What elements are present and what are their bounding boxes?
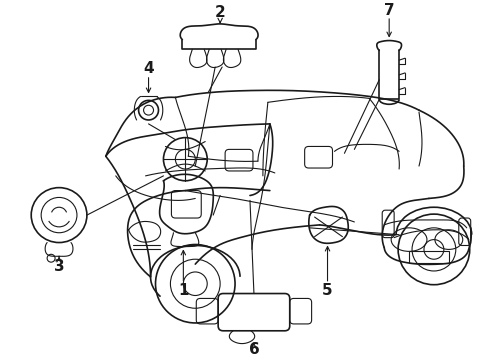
Text: 2: 2 <box>214 5 225 19</box>
Bar <box>408 251 448 263</box>
Text: 5: 5 <box>322 283 332 298</box>
Text: 4: 4 <box>143 60 154 76</box>
Text: 6: 6 <box>248 342 259 357</box>
Text: 3: 3 <box>54 258 64 274</box>
Text: 1: 1 <box>178 283 188 298</box>
Text: 7: 7 <box>383 3 394 18</box>
